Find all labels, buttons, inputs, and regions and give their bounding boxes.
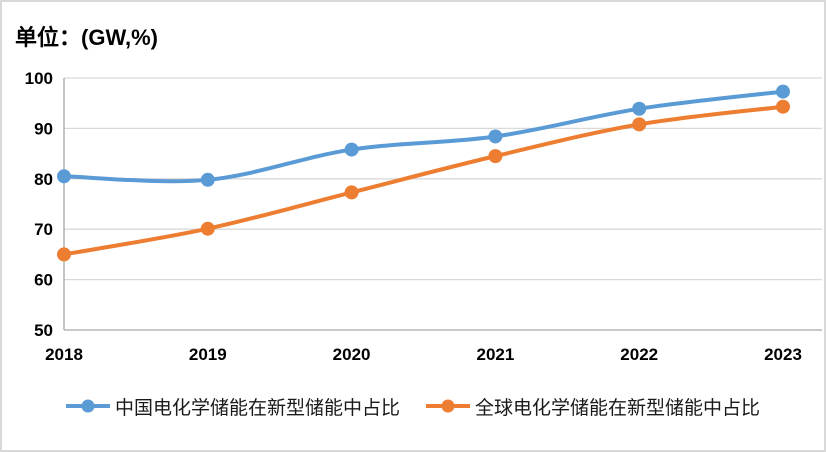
data-point-marker-china xyxy=(488,129,503,144)
x-axis-tick-label: 2021 xyxy=(476,345,514,364)
x-axis-tick-label: 2020 xyxy=(333,345,371,364)
x-axis-tick-label: 2019 xyxy=(189,345,227,364)
legend: 中国电化学储能在新型储能中占比 全球电化学储能在新型储能中占比 xyxy=(2,391,824,421)
y-axis-tick-label: 60 xyxy=(34,271,53,290)
x-axis-tick-label: 2023 xyxy=(764,345,802,364)
legend-dot xyxy=(81,399,95,413)
data-point-marker-global xyxy=(488,149,503,164)
x-axis-tick-label: 2022 xyxy=(620,345,658,364)
data-point-marker-global xyxy=(57,247,71,262)
data-point-marker-china xyxy=(200,172,215,187)
legend-line-marker-icon xyxy=(426,399,470,413)
x-axis-tick-label: 2018 xyxy=(45,345,83,364)
legend-label-global: 全球电化学储能在新型储能中占比 xyxy=(475,397,761,419)
data-point-marker-global xyxy=(200,221,215,236)
data-point-marker-china xyxy=(776,84,790,99)
legend-item-china: 中国电化学储能在新型储能中占比 xyxy=(65,393,400,420)
data-point-marker-global xyxy=(344,185,359,200)
legend-line-marker-icon xyxy=(65,399,110,413)
legend-dot xyxy=(441,399,455,413)
series-line-china xyxy=(62,89,785,184)
y-axis-tick-label: 70 xyxy=(34,220,53,239)
legend-label-china: 中国电化学储能在新型储能中占比 xyxy=(114,397,400,419)
data-point-marker-china xyxy=(344,142,359,157)
y-axis-tick-label: 50 xyxy=(34,321,53,340)
data-point-marker-china xyxy=(57,169,71,184)
data-point-marker-china xyxy=(632,101,647,116)
y-axis-tick-label: 90 xyxy=(34,119,53,138)
series-line-global xyxy=(62,104,785,257)
data-point-marker-global xyxy=(632,117,647,132)
chart-title: 单位：(GW,%) xyxy=(15,25,158,50)
data-point-marker-global xyxy=(776,99,790,114)
legend-item-global: 全球电化学储能在新型储能中占比 xyxy=(426,393,760,420)
y-axis-tick-label: 80 xyxy=(34,170,53,189)
y-axis-tick-label: 100 xyxy=(25,69,53,88)
